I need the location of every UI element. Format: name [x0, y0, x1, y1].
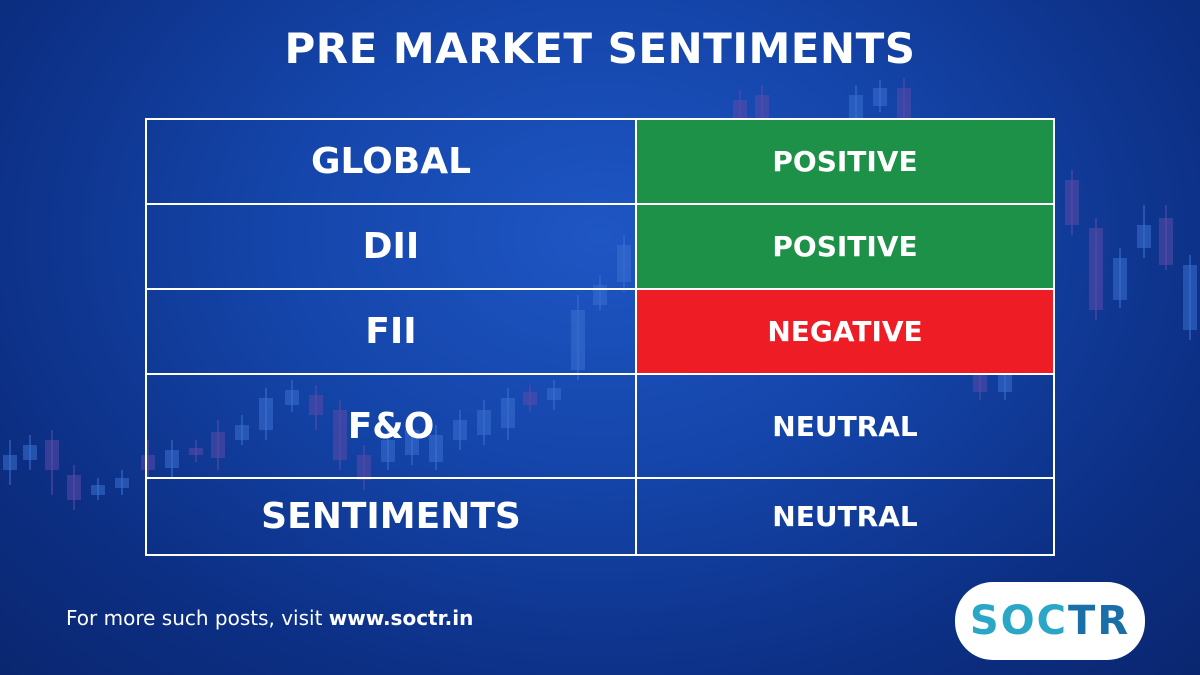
- sentiment-table: GLOBAL POSITIVE DII POSITIVE FII NEGATIV…: [145, 118, 1055, 556]
- row-label-sentiments: SENTIMENTS: [147, 479, 637, 554]
- bg-candle-body: [617, 245, 631, 282]
- row-label-fii: FII: [147, 290, 637, 375]
- bg-candle-body: [115, 478, 129, 488]
- bg-candle-body: [477, 410, 491, 435]
- bg-candle-body: [259, 398, 273, 430]
- bg-candle-body: [381, 440, 395, 462]
- bg-candle-body: [165, 450, 179, 468]
- footer-prefix: For more such posts, visit: [66, 606, 329, 630]
- footer-text: For more such posts, visit www.soctr.in: [66, 606, 473, 630]
- bg-candle-body: [429, 435, 443, 462]
- bg-candle-body: [571, 310, 585, 370]
- row-value-fno: NEUTRAL: [637, 375, 1053, 479]
- bg-candle-body: [1065, 180, 1079, 225]
- bg-candle-body: [523, 392, 537, 405]
- bg-candle-body: [973, 375, 987, 392]
- row-label-global: GLOBAL: [147, 120, 637, 205]
- soctr-logo: SOC TR: [955, 582, 1145, 660]
- bg-candle-body: [67, 475, 81, 500]
- row-value-global: POSITIVE: [637, 120, 1053, 205]
- bg-candle-body: [141, 455, 155, 470]
- bg-candle-body: [547, 388, 561, 400]
- bg-candle-body: [1089, 228, 1103, 310]
- logo-text-part1: SOC: [969, 598, 1069, 644]
- row-label-fno: F&O: [147, 375, 637, 479]
- bg-candle-body: [405, 430, 419, 455]
- bg-candle-body: [285, 390, 299, 405]
- bg-candle-body: [309, 395, 323, 415]
- bg-candle-body: [1137, 225, 1151, 248]
- bg-candle-body: [501, 398, 515, 428]
- page-title: PRE MARKET SENTIMENTS: [284, 24, 916, 73]
- bg-candle-body: [189, 448, 203, 455]
- bg-candle-body: [235, 425, 249, 440]
- bg-candle-body: [1159, 218, 1173, 265]
- bg-candle-body: [733, 100, 747, 120]
- bg-candle-body: [453, 420, 467, 440]
- bg-candle-body: [755, 95, 769, 118]
- row-value-dii: POSITIVE: [637, 205, 1053, 290]
- logo-text-part2: TR: [1068, 598, 1131, 644]
- footer-link[interactable]: www.soctr.in: [328, 606, 474, 630]
- bg-candle-body: [333, 410, 347, 460]
- bg-candle-body: [23, 445, 37, 460]
- bg-candle-body: [593, 285, 607, 305]
- row-value-fii: NEGATIVE: [637, 290, 1053, 375]
- bg-candle-body: [849, 95, 863, 118]
- row-value-sentiments: NEUTRAL: [772, 500, 918, 533]
- bg-candle-body: [873, 88, 887, 106]
- bg-candle-body: [1183, 265, 1197, 330]
- row-label-dii: DII: [147, 205, 637, 290]
- bg-candle-body: [211, 432, 225, 458]
- bg-candle-body: [357, 455, 371, 480]
- bg-candle-body: [45, 440, 59, 470]
- bg-candle-body: [1113, 258, 1127, 300]
- bg-candle-body: [3, 455, 17, 470]
- bg-candle-body: [998, 370, 1012, 392]
- bg-candle-body: [91, 485, 105, 495]
